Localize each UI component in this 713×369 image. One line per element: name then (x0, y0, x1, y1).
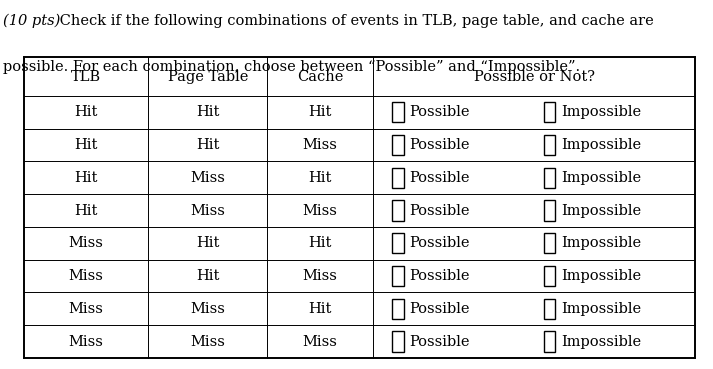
Text: Possible: Possible (410, 138, 470, 152)
Bar (544, 331, 555, 352)
Text: Miss: Miss (303, 269, 337, 283)
Text: Hit: Hit (196, 105, 220, 119)
Bar (544, 200, 555, 221)
Text: Possible or Not?: Possible or Not? (473, 70, 595, 83)
Text: Hit: Hit (309, 171, 332, 185)
Text: Hit: Hit (309, 105, 332, 119)
Text: Impossible: Impossible (561, 171, 641, 185)
Text: Miss: Miss (190, 171, 225, 185)
Text: Impossible: Impossible (561, 269, 641, 283)
Text: Possible: Possible (410, 269, 470, 283)
Text: Hit: Hit (309, 236, 332, 250)
Bar (392, 299, 404, 319)
Text: Miss: Miss (190, 204, 225, 218)
Text: Possible: Possible (410, 335, 470, 349)
Bar (392, 233, 404, 254)
Text: Possible: Possible (410, 302, 470, 316)
Bar (544, 102, 555, 123)
Text: Possible: Possible (410, 204, 470, 218)
Text: (10 pts): (10 pts) (3, 14, 60, 28)
Text: Impossible: Impossible (561, 335, 641, 349)
Text: possible. For each combination, choose between “Possible” and “Impossible”.: possible. For each combination, choose b… (3, 60, 580, 74)
Text: Hit: Hit (309, 302, 332, 316)
Text: Miss: Miss (68, 335, 103, 349)
Text: Miss: Miss (68, 236, 103, 250)
Text: Possible: Possible (410, 171, 470, 185)
Text: Miss: Miss (303, 204, 337, 218)
Bar (24, 57, 695, 358)
Bar (392, 200, 404, 221)
Bar (392, 135, 404, 155)
Text: Hit: Hit (74, 105, 98, 119)
Bar (544, 266, 555, 286)
Text: Hit: Hit (74, 138, 98, 152)
Text: Possible: Possible (410, 105, 470, 119)
Text: Possible: Possible (410, 236, 470, 250)
Bar (392, 331, 404, 352)
Text: Miss: Miss (68, 269, 103, 283)
Bar (544, 299, 555, 319)
Text: Cache: Cache (297, 70, 344, 83)
Text: Hit: Hit (74, 204, 98, 218)
Text: Hit: Hit (196, 138, 220, 152)
Bar (544, 233, 555, 254)
Bar (392, 102, 404, 123)
Text: Miss: Miss (68, 302, 103, 316)
Text: Miss: Miss (303, 335, 337, 349)
Text: Impossible: Impossible (561, 236, 641, 250)
Text: Hit: Hit (196, 269, 220, 283)
Text: Impossible: Impossible (561, 105, 641, 119)
Bar (544, 135, 555, 155)
Bar (544, 168, 555, 188)
Bar (392, 266, 404, 286)
Text: Page Table: Page Table (168, 70, 248, 83)
Text: Impossible: Impossible (561, 138, 641, 152)
Text: Miss: Miss (190, 302, 225, 316)
Text: TLB: TLB (71, 70, 101, 83)
Text: Impossible: Impossible (561, 302, 641, 316)
Text: Hit: Hit (74, 171, 98, 185)
Text: Miss: Miss (303, 138, 337, 152)
Text: Impossible: Impossible (561, 204, 641, 218)
Text: Miss: Miss (190, 335, 225, 349)
Text: Check if the following combinations of events in TLB, page table, and cache are: Check if the following combinations of e… (55, 14, 654, 28)
Text: Hit: Hit (196, 236, 220, 250)
Bar (392, 168, 404, 188)
